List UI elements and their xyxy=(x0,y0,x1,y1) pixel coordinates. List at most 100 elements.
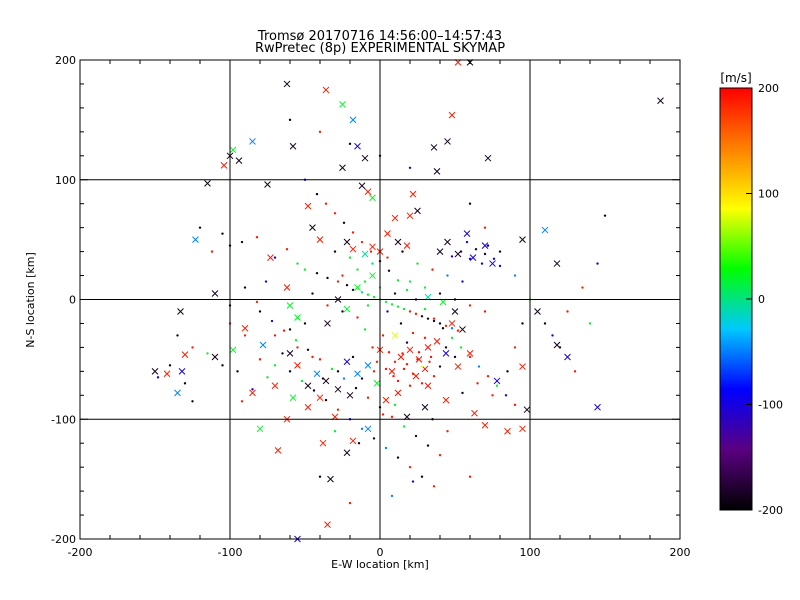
data-point-dot xyxy=(243,286,247,289)
data-point-x xyxy=(174,389,181,397)
colorbar-tick-label: -100 xyxy=(758,399,783,412)
data-point-x xyxy=(343,305,351,313)
data-point-x xyxy=(384,230,391,237)
data-point-dot xyxy=(288,370,292,373)
data-point-x xyxy=(354,370,361,378)
data-point-dot xyxy=(396,456,400,459)
data-point-dot xyxy=(411,372,415,375)
data-point-dot xyxy=(486,244,490,247)
data-point-x xyxy=(403,242,411,249)
data-point-dot xyxy=(191,346,194,349)
data-point-dot xyxy=(483,310,487,313)
data-point-dot xyxy=(428,360,431,363)
data-point-dot xyxy=(176,334,179,337)
data-point-dot xyxy=(318,358,322,361)
data-point-dot xyxy=(438,365,442,368)
data-point-x xyxy=(358,182,366,190)
data-point-dot xyxy=(357,442,361,445)
data-point-dot xyxy=(558,346,562,349)
data-point-x xyxy=(322,86,330,94)
data-point-dot xyxy=(206,352,209,355)
data-point-dot xyxy=(468,257,472,260)
data-point-dot xyxy=(342,221,346,225)
x-tick-label: 0 xyxy=(377,546,384,559)
data-point-dot xyxy=(326,276,329,280)
data-point-x xyxy=(409,190,417,198)
data-point-dot xyxy=(551,334,554,337)
data-point-dot xyxy=(198,226,202,229)
data-point-dot xyxy=(438,322,442,325)
data-point-x xyxy=(319,439,327,447)
data-point-dot xyxy=(438,453,442,457)
data-point-dot xyxy=(318,475,322,478)
data-point-dot xyxy=(416,262,419,265)
data-point-x xyxy=(324,320,331,327)
data-point-dot xyxy=(387,269,391,272)
data-point-dot xyxy=(342,377,346,380)
chart-title: Tromsø 20170716 14:56:00–14:57:43 xyxy=(257,29,503,44)
data-point-dot xyxy=(255,236,259,239)
data-point-x xyxy=(448,320,456,327)
data-point-dot xyxy=(270,319,274,323)
y-axis-label: N-S location [km] xyxy=(24,252,37,348)
data-point-dot xyxy=(405,288,409,292)
data-point-dot xyxy=(258,310,262,313)
x-tick-label: -100 xyxy=(218,546,243,559)
data-point-dot xyxy=(390,303,394,306)
data-point-x xyxy=(163,370,171,378)
data-point-dot xyxy=(303,268,307,271)
data-point-dot xyxy=(402,425,406,428)
data-point-dot xyxy=(315,271,319,275)
data-point-x xyxy=(421,403,429,411)
data-point-dot xyxy=(390,494,394,498)
data-point-dot xyxy=(273,334,277,337)
data-point-dot xyxy=(450,336,454,340)
data-point-x xyxy=(459,326,466,333)
data-points xyxy=(151,59,664,543)
data-point-dot xyxy=(603,214,607,217)
data-point-x xyxy=(504,427,511,435)
data-point-dot xyxy=(480,262,484,265)
data-point-dot xyxy=(255,300,259,304)
data-point-x xyxy=(241,324,249,332)
data-point-x xyxy=(264,181,271,188)
data-point-dot xyxy=(450,255,454,258)
data-point-dot xyxy=(390,415,394,419)
data-point-dot xyxy=(456,329,460,332)
data-point-dot xyxy=(459,346,463,349)
data-point-dot xyxy=(432,319,436,323)
data-point-dot xyxy=(345,283,349,287)
data-point-x xyxy=(316,394,324,402)
data-point-dot xyxy=(273,256,277,259)
data-point-dot xyxy=(414,434,418,438)
data-point-x xyxy=(424,382,432,390)
data-point-x xyxy=(388,367,396,375)
data-point-dot xyxy=(288,328,292,331)
data-point-dot xyxy=(453,355,457,359)
data-point-x xyxy=(349,437,357,445)
data-point-x xyxy=(444,238,451,246)
data-point-dot xyxy=(513,403,517,407)
x-tick-label: 200 xyxy=(670,546,691,559)
y-tick-label: 100 xyxy=(55,174,76,187)
grid xyxy=(80,60,680,539)
data-point-dot xyxy=(266,376,269,379)
data-point-dot xyxy=(288,118,292,122)
data-point-dot xyxy=(330,367,334,371)
data-point-dot xyxy=(221,232,224,235)
data-point-dot xyxy=(461,391,464,395)
data-point-dot xyxy=(420,382,424,385)
data-point-dot xyxy=(387,350,391,354)
data-point-dot xyxy=(372,370,376,373)
data-point-dot xyxy=(401,250,404,253)
data-point-x xyxy=(541,226,549,234)
data-point-dot xyxy=(386,256,389,259)
data-point-dot xyxy=(221,364,224,367)
data-point-dot xyxy=(513,274,517,277)
data-point-dot xyxy=(381,334,385,337)
data-point-dot xyxy=(282,329,286,332)
data-point-dot xyxy=(486,374,490,378)
data-point-dot xyxy=(476,382,479,385)
data-point-dot xyxy=(191,400,194,403)
